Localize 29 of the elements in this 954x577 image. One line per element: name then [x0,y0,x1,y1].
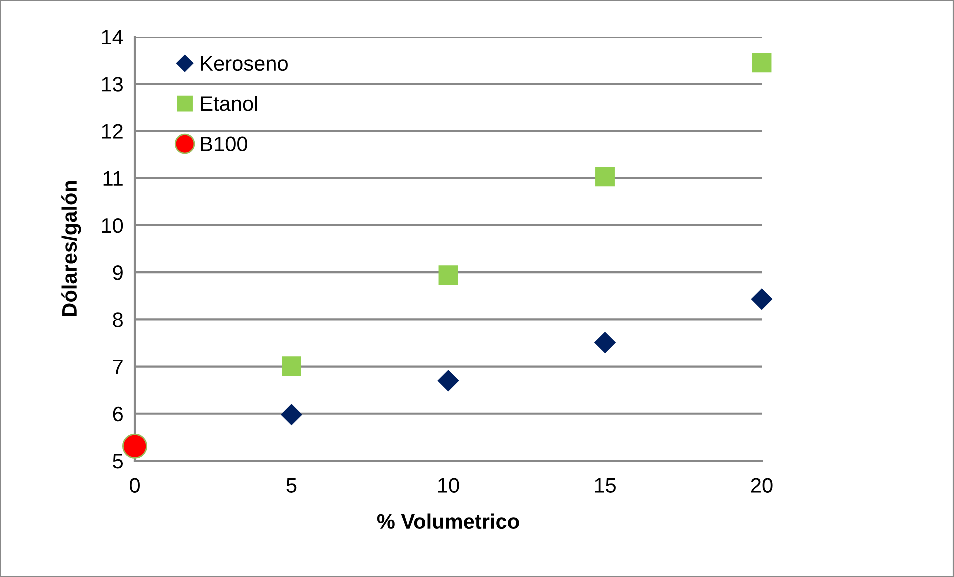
point [122,434,148,459]
legend-label: B100 [201,136,248,152]
y-tick-label: 9 [113,266,123,280]
point [438,266,458,286]
point [438,370,460,392]
x-tick-label: 10 [438,478,460,493]
point [281,404,302,426]
y-tick-label: 12 [102,124,123,139]
x-tick-label: 0 [130,478,140,493]
y-tick-label: 7 [113,360,123,374]
point [282,356,302,376]
x-tick-label: 20 [751,478,773,493]
point [751,288,773,310]
x-tick-label: 5 [286,478,297,493]
y-tick-label: 11 [104,172,123,186]
y-tick-label: 5 [113,454,124,469]
legend-label: Etanol [201,96,258,112]
x-axis-title: % Volumetrico [377,514,520,530]
point [752,53,772,73]
point [596,167,615,187]
y-tick-label: 8 [113,312,123,328]
x-tick-label: 15 [595,478,616,493]
y-tick-label: 14 [102,30,124,45]
y-axis-title: Dólares/galón [62,181,82,316]
point [594,332,616,354]
y-tick-label: 10 [102,218,124,234]
y-tick-label: 6 [113,406,123,422]
y-tick-label: 13 [102,77,123,92]
legend-label: Keroseno [201,56,288,72]
